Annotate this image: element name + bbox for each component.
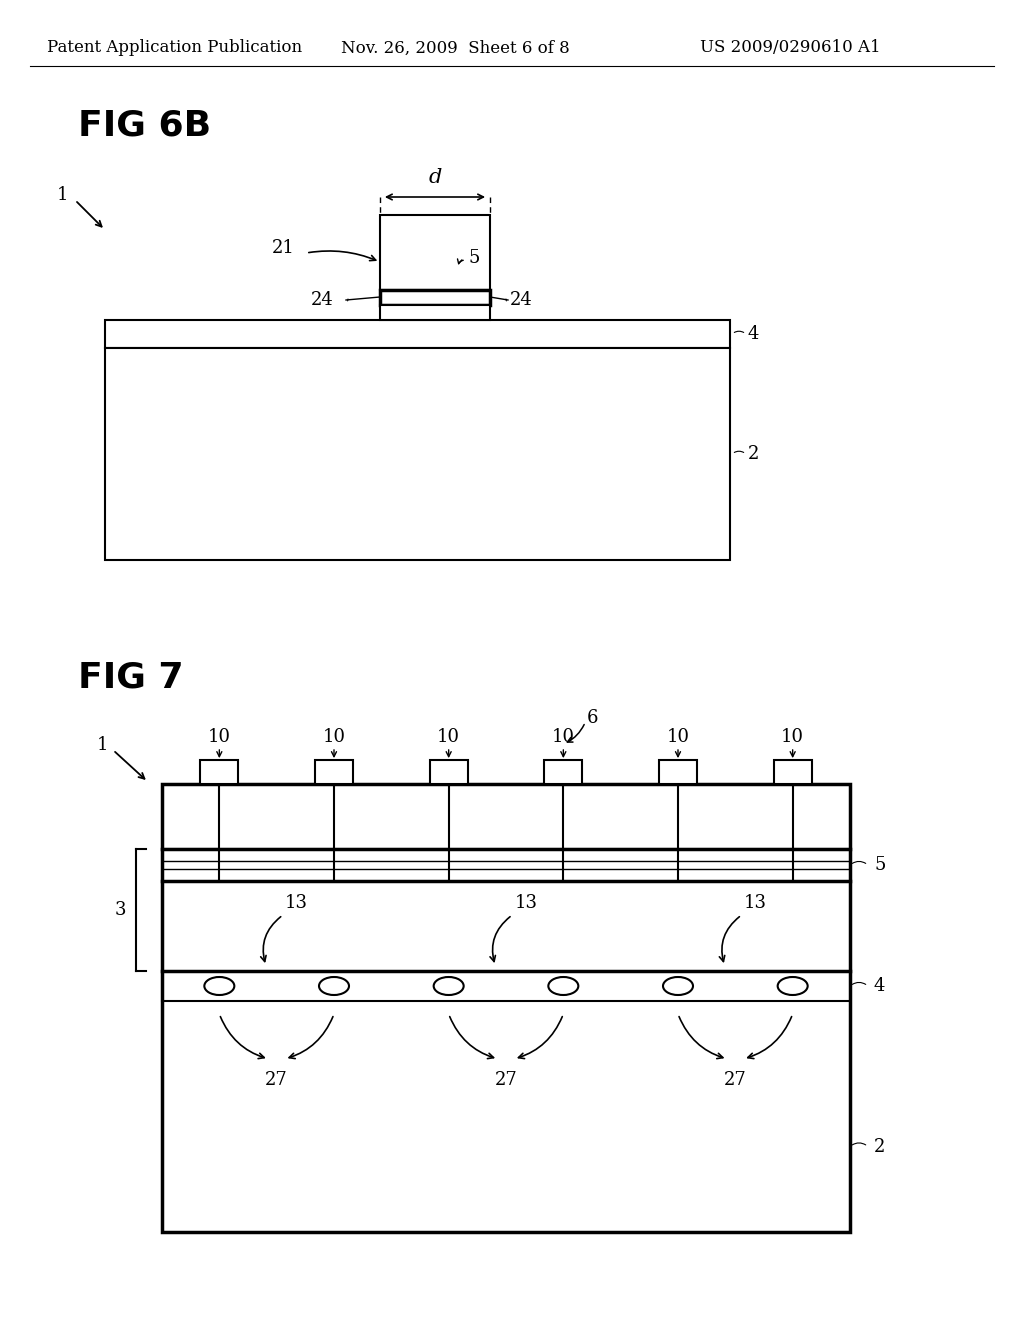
Text: 27: 27	[265, 1071, 288, 1089]
Text: 21: 21	[272, 239, 295, 257]
Ellipse shape	[319, 977, 349, 995]
Text: FIG 6B: FIG 6B	[78, 108, 211, 143]
Text: 13: 13	[514, 894, 538, 912]
Bar	[380, 215, 490, 290]
Bar	[774, 760, 812, 784]
Text: FIG 7: FIG 7	[78, 660, 183, 694]
Text: 10: 10	[437, 729, 460, 746]
Bar	[105, 319, 730, 348]
Text: 10: 10	[323, 729, 345, 746]
Text: 1: 1	[56, 186, 68, 205]
Ellipse shape	[205, 977, 234, 995]
Bar	[545, 760, 583, 784]
Text: 10: 10	[781, 729, 804, 746]
Text: US 2009/0290610 A1: US 2009/0290610 A1	[699, 40, 881, 57]
Bar	[380, 305, 490, 319]
Text: 24: 24	[510, 290, 532, 309]
Text: 2: 2	[748, 445, 760, 463]
Text: 10: 10	[667, 729, 689, 746]
Bar	[380, 290, 490, 305]
Bar	[105, 348, 730, 560]
Ellipse shape	[777, 977, 808, 995]
Bar	[315, 760, 353, 784]
Text: 13: 13	[743, 894, 767, 912]
Text: 1: 1	[96, 737, 108, 754]
Bar	[659, 760, 697, 784]
Bar	[201, 760, 239, 784]
Bar	[162, 784, 850, 1232]
Text: 13: 13	[285, 894, 308, 912]
Text: 27: 27	[495, 1071, 517, 1089]
Text: 4: 4	[874, 977, 886, 995]
Text: 10: 10	[208, 729, 230, 746]
Text: 3: 3	[115, 902, 126, 919]
Text: 5: 5	[874, 855, 886, 874]
Ellipse shape	[434, 977, 464, 995]
Text: d: d	[428, 168, 441, 187]
Ellipse shape	[548, 977, 579, 995]
Text: Nov. 26, 2009  Sheet 6 of 8: Nov. 26, 2009 Sheet 6 of 8	[341, 40, 569, 57]
Text: Patent Application Publication: Patent Application Publication	[47, 40, 302, 57]
Text: 6: 6	[587, 709, 598, 727]
Text: 5: 5	[468, 249, 479, 267]
Text: 4: 4	[748, 325, 760, 343]
Ellipse shape	[663, 977, 693, 995]
Bar	[430, 760, 468, 784]
Text: 27: 27	[724, 1071, 746, 1089]
Text: 24: 24	[311, 290, 334, 309]
Text: 2: 2	[874, 1138, 886, 1155]
Text: 10: 10	[552, 729, 574, 746]
